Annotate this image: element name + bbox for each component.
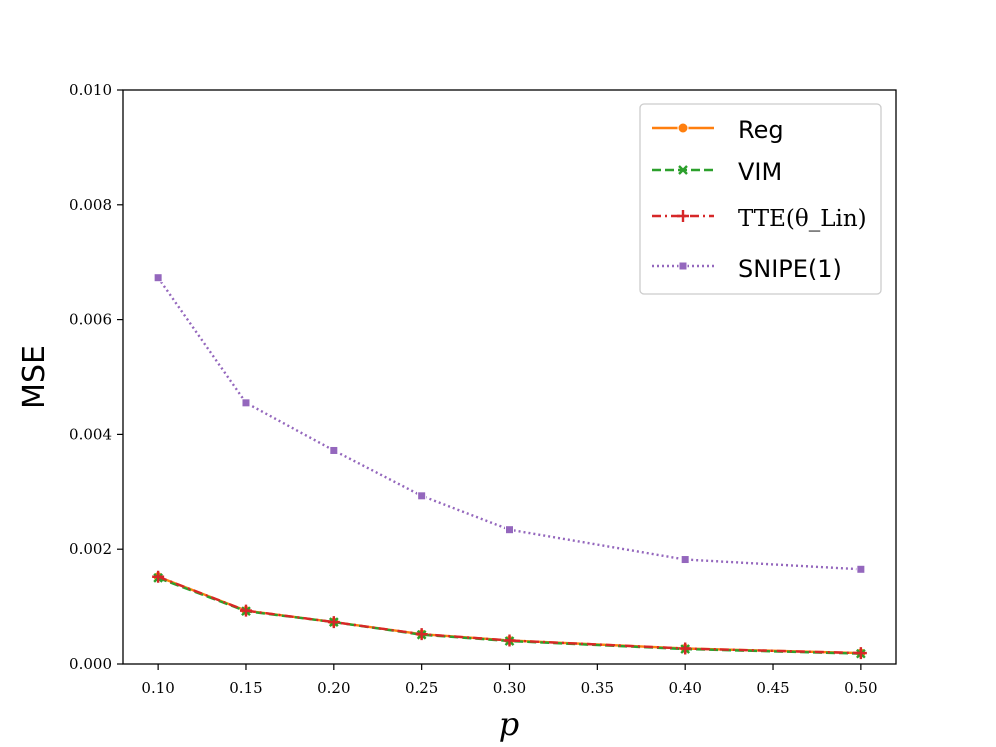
data-point: [241, 398, 251, 408]
x-tick-label: 0.35: [581, 679, 614, 697]
legend-label-reg: Reg: [738, 116, 784, 144]
legend-entry-snipe-1: [652, 261, 714, 271]
data-point: [415, 628, 428, 641]
legend-marker: [677, 210, 689, 222]
data-point: [505, 525, 514, 535]
legend-label-tte-lin-text: TTE(θ_Lin): [738, 206, 867, 232]
x-tick-label: 0.30: [493, 679, 526, 697]
series-snipe-1: [153, 273, 866, 574]
data-point: [153, 273, 163, 283]
x-tick-label: 0.10: [141, 679, 174, 697]
legend-entry-tte-lin: [652, 210, 714, 222]
data-point: [239, 604, 252, 617]
legend-marker: [678, 165, 688, 175]
axis-ticks: 0.10 0.15 0.20 0.25 0.30 0.35 0.40 0.45 0.50 0.00…: [69, 81, 878, 697]
data-point: [417, 491, 427, 501]
series-tte-lin: [152, 570, 867, 660]
legend-label-vim: VIM: [738, 158, 782, 186]
y-tick-label: 0.004: [69, 425, 112, 443]
x-tick-label: 0.50: [844, 679, 877, 697]
data-point: [152, 570, 165, 583]
data-point: [503, 634, 516, 647]
plot-series: [152, 273, 867, 660]
x-axis-label: p: [499, 705, 519, 743]
data-point: [329, 445, 339, 455]
x-tick-label: 0.20: [317, 679, 350, 697]
y-tick-label: 0.002: [69, 540, 112, 558]
data-point: [327, 616, 340, 629]
x-tick-label: 0.45: [756, 679, 789, 697]
data-point: [856, 564, 866, 574]
legend-box: [639, 103, 882, 295]
legend-entry-reg: [652, 122, 714, 134]
x-tick-label: 0.15: [229, 679, 262, 697]
legend-marker: [677, 122, 689, 134]
data-point: [679, 642, 692, 655]
legend-entry-vim: [652, 165, 714, 175]
legend-label-tte-lin: TTE(θ_Lin): [738, 206, 867, 232]
legend-marker: [678, 261, 688, 271]
data-point: [854, 647, 867, 660]
legend-label-snipe: SNIPE(1): [738, 255, 842, 283]
y-tick-label: 0.008: [69, 196, 112, 214]
legend-entries: [652, 122, 714, 271]
data-point: [680, 555, 690, 565]
x-tick-label: 0.40: [668, 679, 701, 697]
legend: Reg VIM TTE(θ_Lin) SNIPE(1): [639, 103, 882, 295]
x-tick-label: 0.25: [405, 679, 438, 697]
y-axis-label: MSE: [17, 345, 52, 409]
y-tick-label: 0.006: [69, 311, 112, 329]
y-tick-label: 0.010: [69, 81, 112, 99]
y-tick-label: 0.000: [69, 655, 112, 673]
